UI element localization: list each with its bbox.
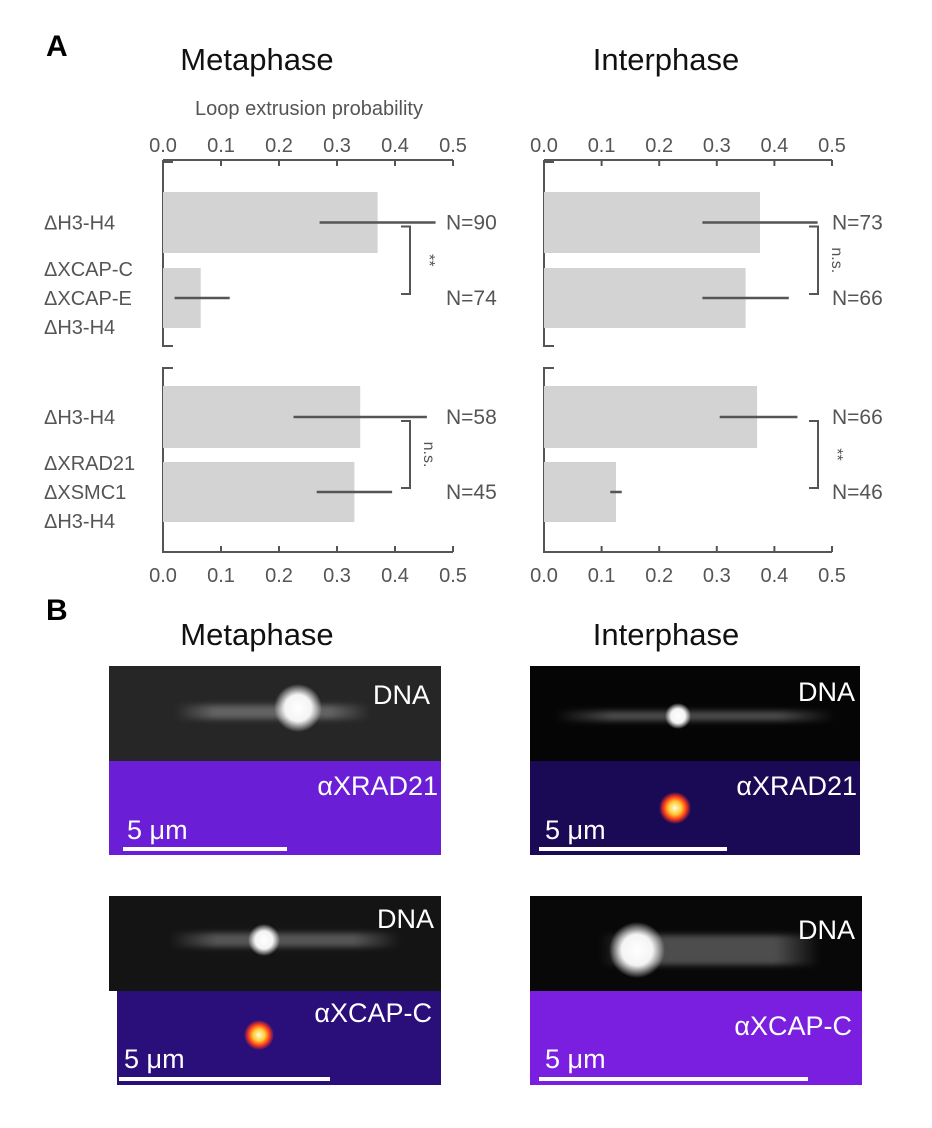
dna-label: DNA bbox=[798, 915, 855, 945]
x-tick-label: 0.0 bbox=[530, 565, 558, 587]
n-count-label: N=46 bbox=[832, 481, 883, 504]
x-tick-label: 0.2 bbox=[645, 135, 673, 157]
x-tick-label: 0.2 bbox=[265, 135, 293, 157]
significance-bracket bbox=[809, 420, 819, 489]
significance-label: n.s. bbox=[420, 442, 437, 468]
interphase-title: Interphase bbox=[593, 42, 740, 77]
bar-charts: 0.0 0.1 0.2 0.3 0.4 0.5 0.0 0.1 0.2 0.3 0.4 0.5 N=90… bbox=[44, 135, 883, 587]
scale-label: 5 μm bbox=[124, 1044, 185, 1074]
condition-label: ΔH3-H4 bbox=[44, 511, 115, 533]
x-tick-label: 0.4 bbox=[381, 135, 409, 157]
scale-label: 5 μm bbox=[545, 1044, 606, 1074]
significance-label: ** bbox=[828, 448, 845, 460]
dna-loop-spot bbox=[274, 684, 322, 732]
y-axis-bracket bbox=[543, 367, 554, 553]
panel-b-interphase-title: Interphase bbox=[593, 617, 740, 652]
x-tick-label: 0.3 bbox=[703, 565, 731, 587]
metaphase-title: Metaphase bbox=[180, 42, 333, 77]
n-count-label: N=74 bbox=[446, 287, 497, 310]
condition-label: ΔXRAD21 bbox=[44, 453, 135, 475]
n-count-label: N=58 bbox=[446, 406, 497, 429]
x-tick-label: 0.2 bbox=[645, 565, 673, 587]
x-tick-label: 0.5 bbox=[818, 135, 846, 157]
dna-loop-spot bbox=[609, 922, 665, 978]
condensin-spot bbox=[244, 1020, 274, 1050]
x-tick-label: 0.3 bbox=[703, 135, 731, 157]
dna-label: DNA bbox=[373, 680, 430, 710]
condition-label: ΔH3-H4 bbox=[44, 407, 115, 429]
dna-loop-spot bbox=[248, 924, 280, 956]
x-tick-label: 0.4 bbox=[760, 135, 788, 157]
condition-label: ΔXSMC1 bbox=[44, 482, 126, 504]
dna-loop-spot bbox=[665, 703, 691, 729]
micrograph-interphase-xrad21: DNA αXRAD21 5 μm bbox=[530, 666, 860, 855]
cohesin-spot bbox=[659, 792, 691, 824]
x-tick-label: 0.5 bbox=[818, 565, 846, 587]
significance-bracket bbox=[401, 225, 411, 295]
x-tick-label: 0.3 bbox=[323, 135, 351, 157]
antibody-label: αXRAD21 bbox=[736, 771, 857, 801]
y-axis-bracket bbox=[162, 367, 173, 553]
bar bbox=[544, 462, 616, 522]
protein-channel bbox=[109, 761, 441, 855]
significance-bracket bbox=[809, 225, 819, 295]
condition-label: ΔXCAP-E bbox=[44, 288, 132, 310]
dna-fiber bbox=[555, 711, 835, 721]
micrograph-interphase-xcapc: DNA αXCAP-C 5 μm bbox=[530, 896, 862, 1085]
scale-label: 5 μm bbox=[545, 815, 606, 845]
antibody-label: αXCAP-C bbox=[314, 998, 432, 1028]
x-tick-label: 0.0 bbox=[149, 565, 177, 587]
n-count-label: N=66 bbox=[832, 406, 883, 429]
condition-label: ΔH3-H4 bbox=[44, 213, 115, 235]
dna-fiber bbox=[170, 933, 400, 947]
x-tick-label: 0.3 bbox=[323, 565, 351, 587]
condition-label: ΔXCAP-C bbox=[44, 259, 133, 281]
significance-label: ** bbox=[420, 254, 437, 266]
panel-b-letter: B bbox=[46, 594, 68, 627]
n-count-label: N=90 bbox=[446, 212, 497, 235]
n-count-label: N=73 bbox=[832, 212, 883, 235]
x-tick-label: 0.1 bbox=[207, 135, 235, 157]
protein-channel bbox=[117, 991, 441, 1085]
antibody-label: αXRAD21 bbox=[317, 771, 438, 801]
x-tick-label: 0.2 bbox=[265, 565, 293, 587]
x-tick-label: 0.4 bbox=[760, 565, 788, 587]
y-axis-bracket bbox=[543, 161, 554, 347]
micrograph-metaphase-xrad21: DNA αXRAD21 5 μm bbox=[109, 666, 441, 855]
significance-label: n.s. bbox=[828, 247, 845, 273]
condition-label: ΔH3-H4 bbox=[44, 317, 115, 339]
dna-label: DNA bbox=[798, 677, 855, 707]
micrograph-metaphase-xcapc: DNA αXCAP-C 5 μm bbox=[109, 896, 441, 1085]
n-count-label: N=66 bbox=[832, 287, 883, 310]
dna-label: DNA bbox=[377, 904, 434, 934]
antibody-label: αXCAP-C bbox=[734, 1011, 852, 1041]
x-tick-label: 0.4 bbox=[381, 565, 409, 587]
panel-b-metaphase-title: Metaphase bbox=[180, 617, 333, 652]
n-count-label: N=45 bbox=[446, 481, 497, 504]
x-tick-label: 0.0 bbox=[530, 135, 558, 157]
x-tick-label: 0.0 bbox=[149, 135, 177, 157]
panel-a-letter: A bbox=[46, 30, 68, 63]
scale-label: 5 μm bbox=[127, 815, 188, 845]
dna-fiber bbox=[175, 705, 370, 719]
protein-channel bbox=[530, 761, 860, 855]
y-axis-bracket bbox=[162, 161, 173, 347]
x-tick-label: 0.1 bbox=[588, 565, 616, 587]
x-tick-label: 0.5 bbox=[439, 135, 467, 157]
x-tick-label: 0.1 bbox=[588, 135, 616, 157]
significance-bracket bbox=[401, 420, 411, 489]
protein-channel bbox=[530, 991, 862, 1085]
x-axis-label: Loop extrusion probability bbox=[195, 98, 423, 120]
x-tick-label: 0.1 bbox=[207, 565, 235, 587]
x-tick-label: 0.5 bbox=[439, 565, 467, 587]
